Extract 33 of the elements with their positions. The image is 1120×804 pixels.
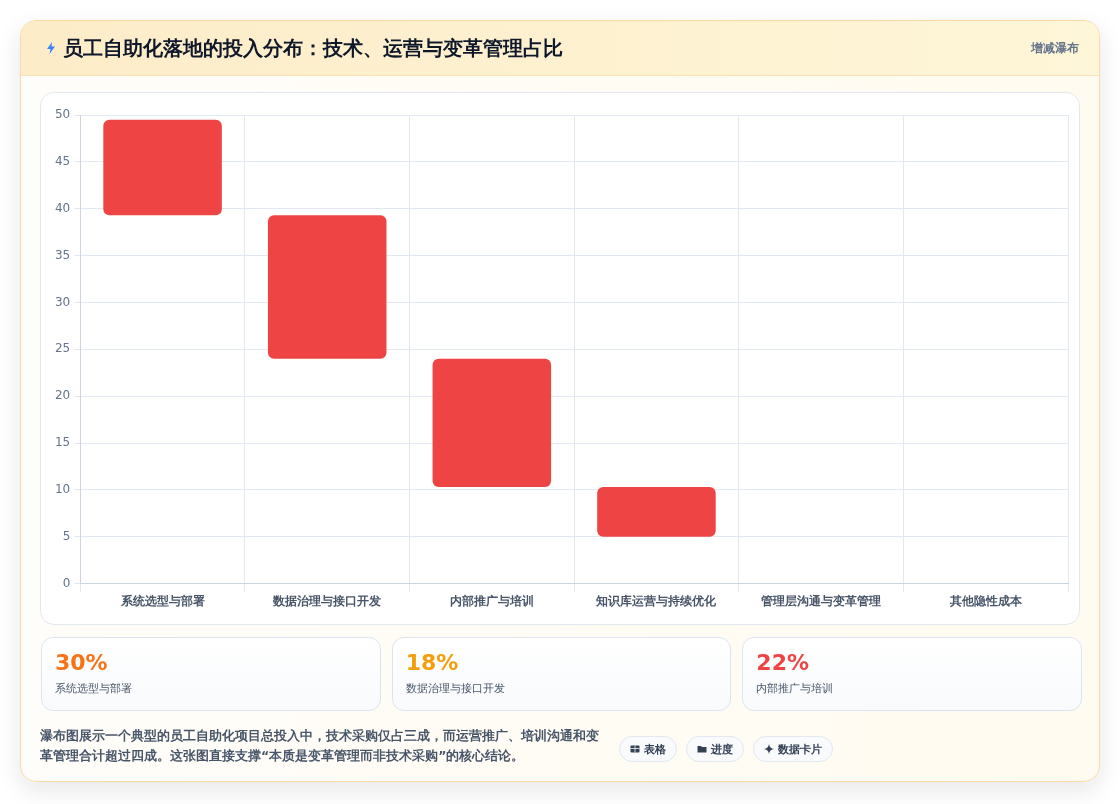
bar	[597, 487, 716, 537]
y-tick-label: 25	[54, 341, 71, 356]
bar	[267, 215, 387, 359]
bar	[103, 119, 222, 216]
text: 内部推广与培训	[756, 682, 835, 696]
text: 数据治理与接口开发	[405, 682, 506, 696]
text: 系统选型与部署	[55, 682, 133, 696]
chart-title: 员工自助化落地的投入分布：技术、运营与变革管理占比	[63, 34, 563, 62]
text: 进度	[711, 741, 733, 757]
bar	[432, 358, 552, 488]
x-tick-label: 其他隐性成本	[948, 593, 1023, 608]
y-tick-label: 20	[54, 388, 71, 403]
x-tick-label: 系统选型与部署	[119, 593, 205, 608]
y-tick-label: 5	[62, 528, 71, 543]
x-tick-label: 管理层沟通与变革管理	[760, 593, 882, 608]
text: 表格	[644, 741, 666, 757]
text: 数据卡片	[778, 741, 822, 757]
x-tick-label: 内部推广与培训	[449, 593, 534, 608]
y-tick-label: 50	[54, 107, 71, 122]
y-tick-label: 0	[62, 575, 71, 590]
x-tick-label: 数据治理与接口开发	[272, 593, 382, 608]
y-tick-label: 15	[54, 435, 71, 450]
y-tick-label: 35	[54, 247, 71, 262]
y-tick-label: 30	[54, 294, 71, 309]
y-tick-label: 45	[54, 153, 71, 168]
y-tick-label: 10	[54, 482, 71, 497]
text: 瀑布图展示一个典型的员工自助化项目总投入中，技术采购仅占三成，而运营推广、培训沟通和变革管理合计超过四成。这张图直接支撑“本质是变革管理而非技术采购”的核心结论。	[40, 727, 600, 765]
text: 22%	[756, 650, 810, 676]
y-tick-label: 40	[54, 200, 71, 215]
text: 30%	[55, 650, 109, 676]
chart-subtitle: 增减瀑布	[1031, 39, 1079, 57]
text: 18%	[405, 650, 460, 676]
x-tick-label: 知识库运营与持续优化	[595, 593, 718, 608]
